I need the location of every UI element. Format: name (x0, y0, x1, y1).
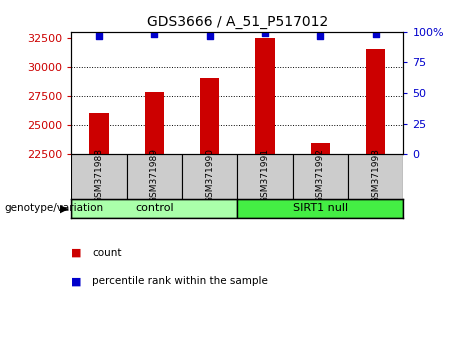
Text: GSM371991: GSM371991 (260, 148, 270, 203)
Bar (145, 92, 164, 154)
Text: GSM371988: GSM371988 (95, 148, 104, 203)
Text: GSM371989: GSM371989 (150, 148, 159, 203)
Point (261, 30, 269, 36)
Bar (200, 79, 219, 154)
Text: count: count (92, 248, 122, 258)
Text: ▶: ▶ (60, 203, 69, 213)
Bar (366, 49, 385, 154)
Text: genotype/variation: genotype/variation (5, 203, 104, 213)
Point (372, 32, 379, 37)
Bar (255, 38, 275, 154)
Bar (237, 199, 403, 218)
Bar (182, 154, 237, 199)
Text: ■: ■ (71, 248, 85, 258)
Point (317, 33, 324, 38)
Title: GDS3666 / A_51_P517012: GDS3666 / A_51_P517012 (147, 16, 328, 29)
Point (95, 33, 103, 38)
Text: control: control (135, 203, 174, 213)
Bar (71, 199, 237, 218)
Point (206, 33, 213, 38)
Text: percentile rank within the sample: percentile rank within the sample (92, 276, 268, 286)
Text: GSM371993: GSM371993 (371, 148, 380, 203)
Point (151, 32, 158, 37)
Bar (311, 143, 330, 154)
Bar (89, 114, 109, 154)
Bar (127, 154, 182, 199)
Text: ■: ■ (71, 276, 85, 286)
Text: GSM371992: GSM371992 (316, 148, 325, 203)
Bar (71, 154, 127, 199)
Text: SIRT1 null: SIRT1 null (293, 203, 348, 213)
Bar (293, 154, 348, 199)
Bar (237, 154, 293, 199)
Bar (348, 154, 403, 199)
Text: GSM371990: GSM371990 (205, 148, 214, 203)
